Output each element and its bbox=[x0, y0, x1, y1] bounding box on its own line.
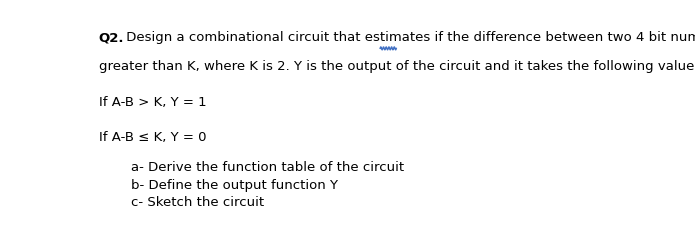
Text: If A-B > K, Y = 1: If A-B > K, Y = 1 bbox=[99, 96, 206, 109]
Text: b- Define the output function Y: b- Define the output function Y bbox=[131, 179, 338, 191]
Text: a- Derive the function table of the circuit: a- Derive the function table of the circ… bbox=[131, 161, 404, 174]
Text: c- Sketch the circuit: c- Sketch the circuit bbox=[131, 196, 264, 209]
Text: Design a combinational circuit that estimates if the difference between two 4 bi: Design a combinational circuit that esti… bbox=[122, 31, 695, 44]
Text: Q2.: Q2. bbox=[99, 31, 124, 44]
Text: greater than K, where K is 2. Y is the output of the circuit and it takes the fo: greater than K, where K is 2. Y is the o… bbox=[99, 60, 695, 73]
Text: If A-B ≤ K, Y = 0: If A-B ≤ K, Y = 0 bbox=[99, 131, 206, 144]
